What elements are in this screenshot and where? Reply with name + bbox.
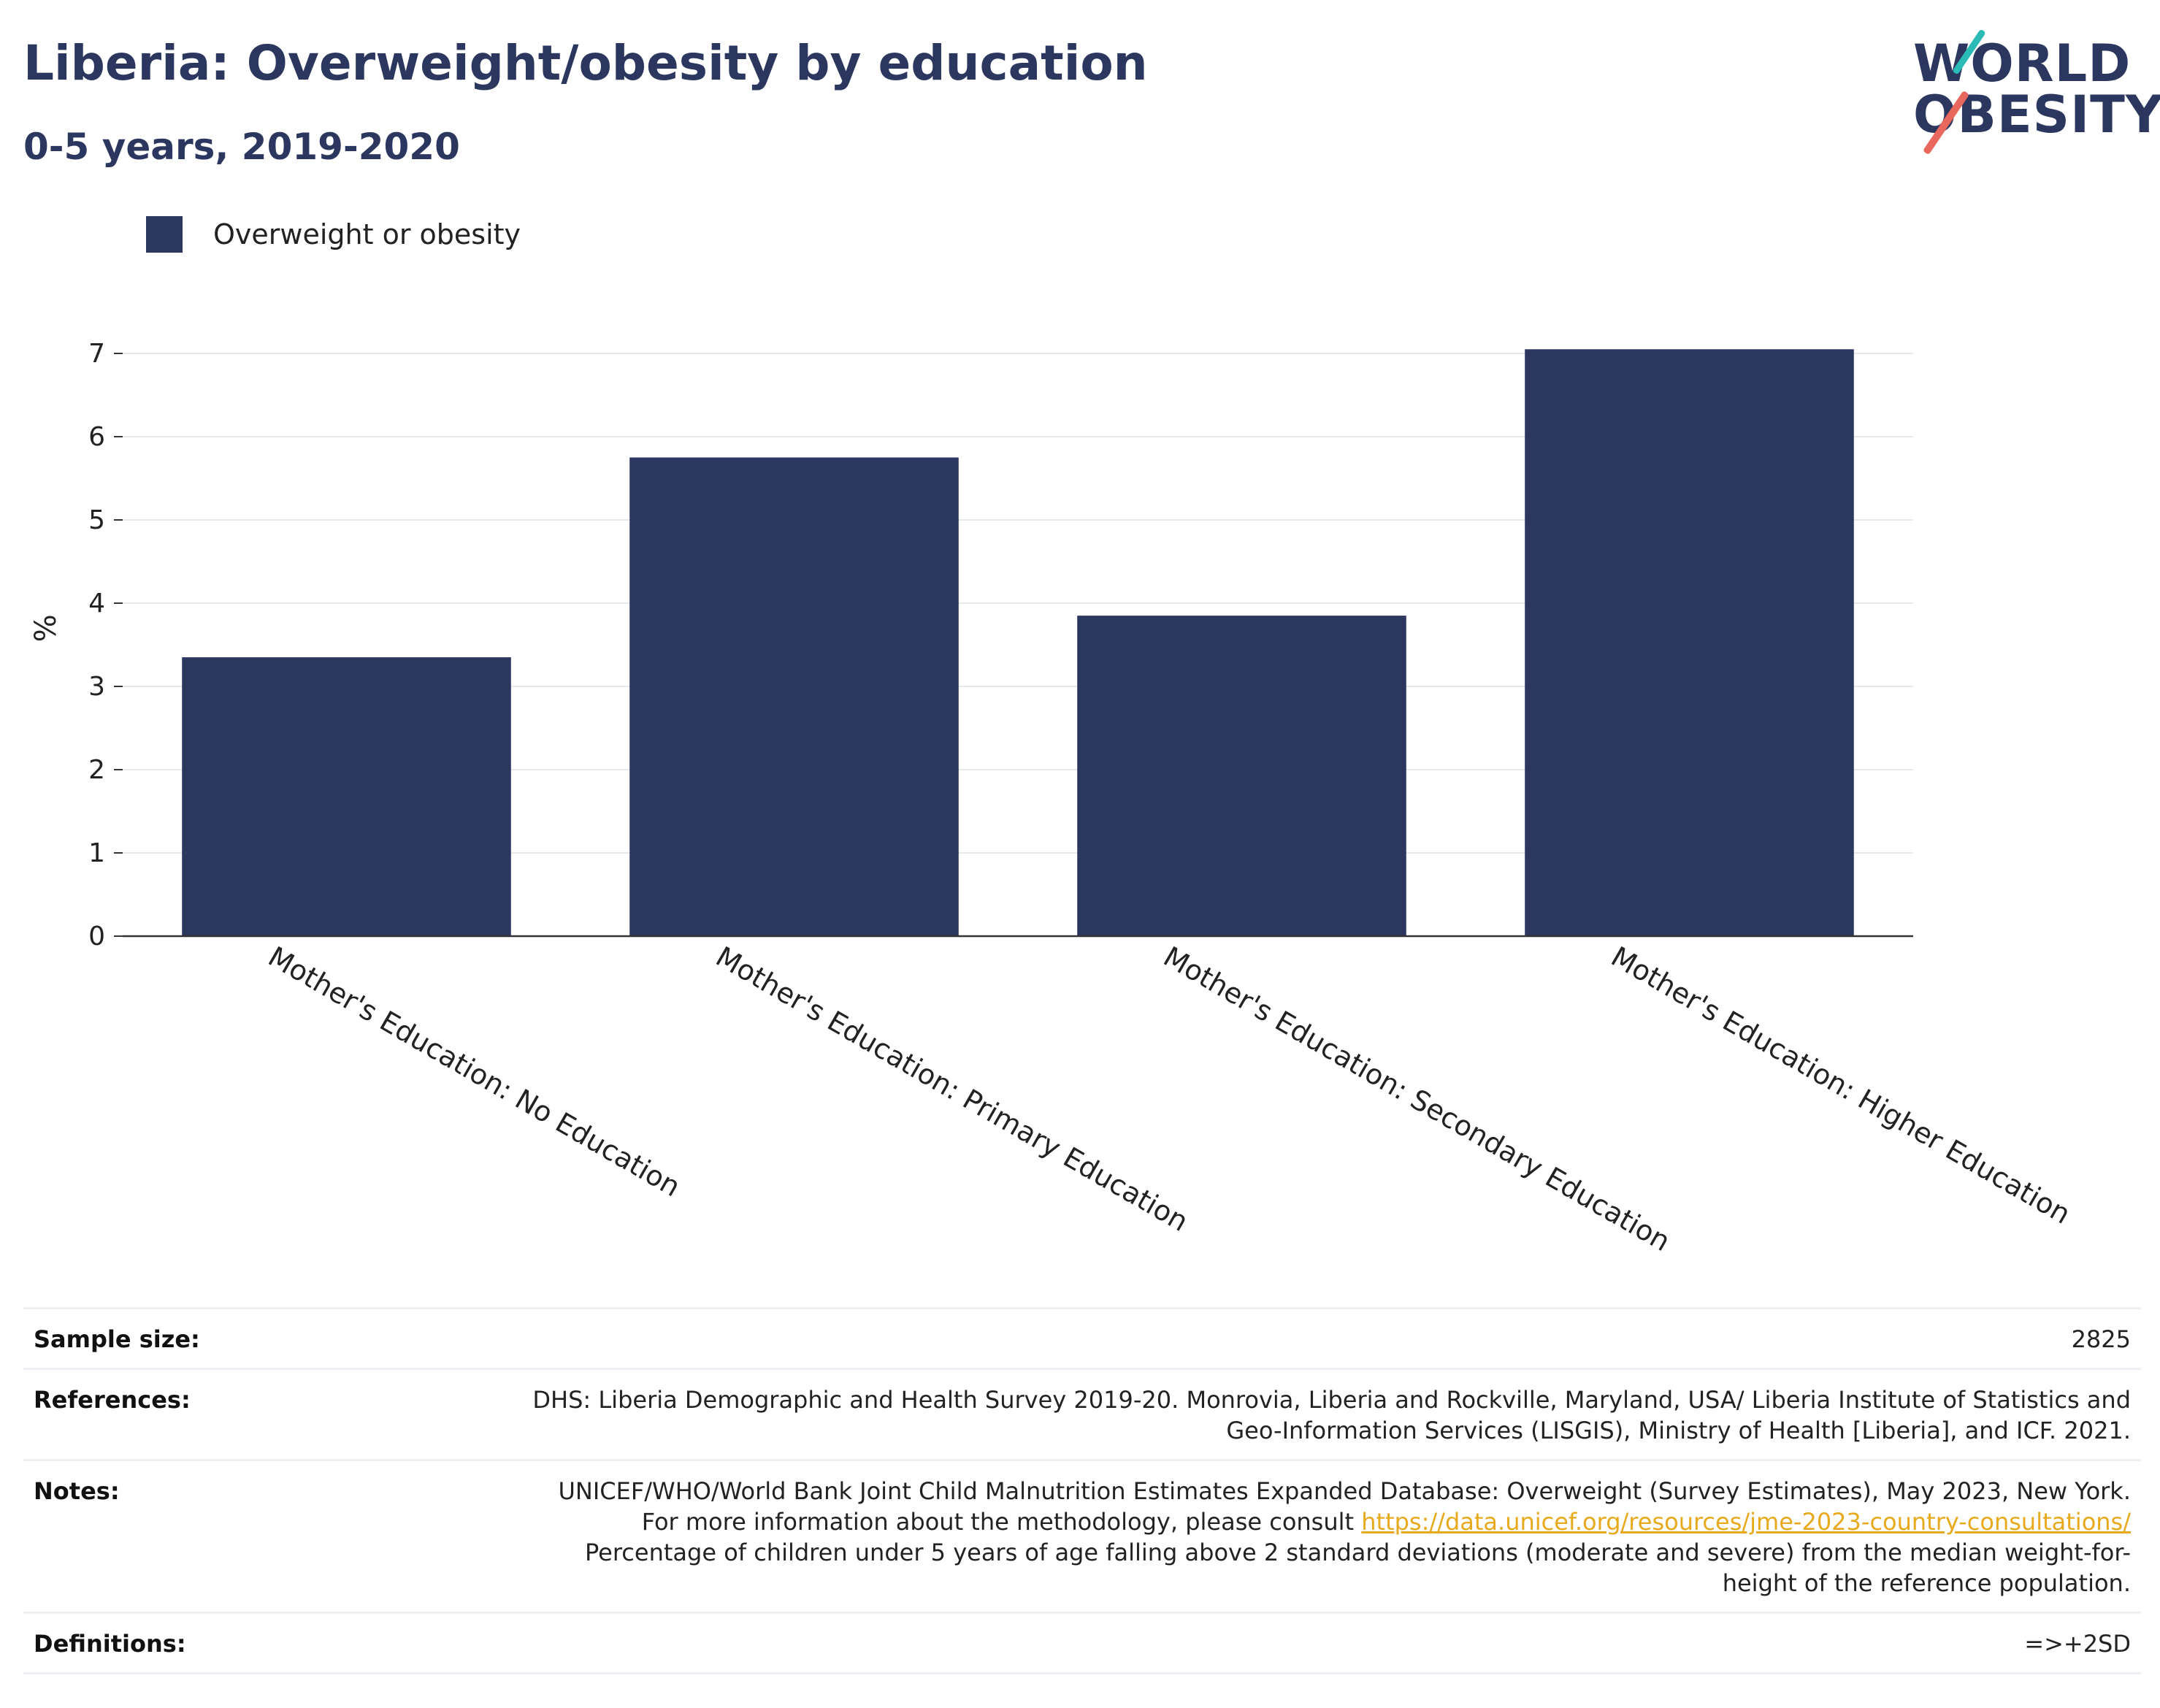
x-tick-label: Mother's Education: Primary Education — [711, 941, 1194, 1238]
y-tick-label: 6 — [88, 422, 105, 452]
bar[interactable] — [629, 457, 959, 937]
y-tick-label: 0 — [88, 922, 105, 951]
legend-swatch — [146, 216, 183, 253]
sample-size-label: Sample size: — [34, 1325, 200, 1353]
x-tick-label: Mother's Education: Higher Education — [1606, 941, 2076, 1230]
notes-text-before: UNICEF/WHO/World Bank Joint Child Malnut… — [558, 1477, 2132, 1536]
methodology-link[interactable]: https://data.unicef.org/resources/jme-20… — [1361, 1508, 2131, 1536]
bar-chart[interactable]: 0 1 2 3 4 5 6 7% Mother's Education: No Educatio… — [0, 0, 2160, 1285]
world-obesity-logo: WORLD OBESITY — [1899, 22, 2160, 156]
x-tick-label: Mother's Education: Secondary Education — [1158, 941, 1676, 1258]
info-row-definitions: Definitions: =>+2SD — [23, 1614, 2141, 1674]
notes-value: UNICEF/WHO/World Bank Joint Child Malnut… — [524, 1476, 2132, 1598]
y-tick-label: 2 — [88, 755, 105, 785]
info-row-notes: Notes: UNICEF/WHO/World Bank Joint Child… — [23, 1461, 2141, 1614]
bar[interactable] — [1525, 349, 1854, 936]
y-tick-label: 5 — [88, 505, 105, 535]
y-tick-label: 7 — [88, 339, 105, 369]
notes-label: Notes: — [34, 1477, 120, 1505]
notes-text-after: Percentage of children under 5 years of … — [585, 1539, 2131, 1597]
info-row-references: References: DHS: Liberia Demographic and… — [23, 1370, 2141, 1461]
y-tick-label: 4 — [88, 589, 105, 619]
definitions-value: =>+2SD — [2024, 1630, 2131, 1658]
references-label: References: — [34, 1386, 191, 1414]
bar[interactable] — [182, 657, 511, 936]
bars — [182, 349, 1854, 936]
y-tick-label: 1 — [88, 838, 105, 868]
info-row-sample-size: Sample size: 2825 — [23, 1309, 2141, 1370]
references-value: DHS: Liberia Demographic and Health Surv… — [532, 1386, 2131, 1444]
legend-label: Overweight or obesity — [213, 218, 521, 250]
chart-legend[interactable]: Overweight or obesity — [146, 216, 521, 253]
info-table: Sample size: 2825 References: DHS: Liber… — [23, 1307, 2141, 1674]
definitions-label: Definitions: — [34, 1630, 186, 1658]
logo-word-world: WORLD — [1913, 34, 2132, 93]
y-tick-label: 3 — [88, 672, 105, 702]
page-title: Liberia: Overweight/obesity by education — [23, 35, 1148, 91]
bar[interactable] — [1077, 616, 1406, 936]
sample-size-value: 2825 — [2071, 1325, 2131, 1353]
page-subtitle: 0-5 years, 2019-2020 — [23, 126, 460, 168]
y-axis-label: % — [29, 614, 63, 642]
x-tick-label: Mother's Education: No Education — [263, 941, 686, 1203]
